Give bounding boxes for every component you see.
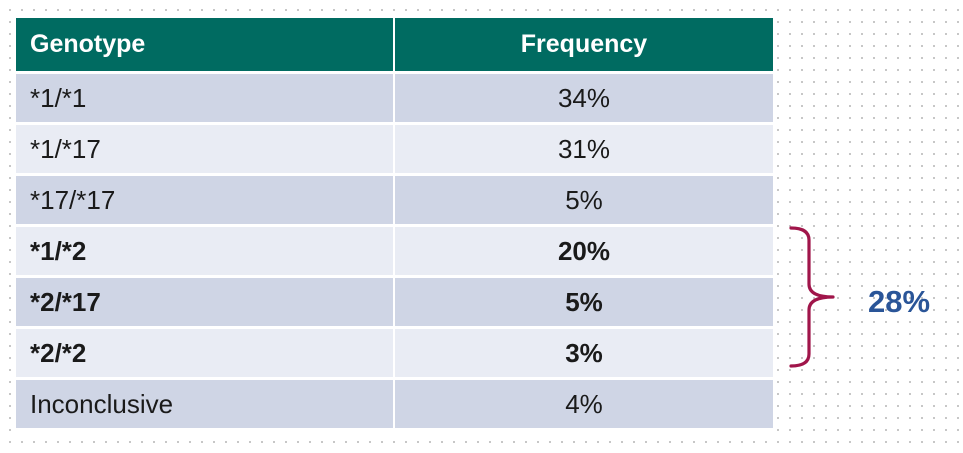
frequency-cell: 4% [394,378,773,431]
table-row: Inconclusive 4% [16,378,773,431]
table-header-row: Genotype Frequency [16,18,773,74]
genotype-cell: *1/*1 [16,72,395,125]
genotype-table-container: Genotype Frequency *1/*1 34% *1/*17 31% … [16,18,773,432]
frequency-cell: 5% [394,276,773,329]
table-row: *1/*1 34% [16,72,773,125]
right-curly-brace [789,226,835,368]
frequency-cell: 5% [394,174,773,227]
brace-path [789,226,835,368]
genotype-column-header: Genotype [16,18,395,74]
genotype-cell: Inconclusive [16,378,395,431]
frequency-cell: 34% [394,72,773,125]
table-row: *2/*17 5% [16,276,773,329]
genotype-cell: *17/*17 [16,174,395,227]
frequency-cell: 20% [394,225,773,278]
table-row: *1/*2 20% [16,225,773,278]
genotype-frequency-table: Genotype Frequency *1/*1 34% *1/*17 31% … [16,18,773,431]
table-row: *1/*17 31% [16,123,773,176]
genotype-cell: *2/*17 [16,276,395,329]
combined-frequency-label: 28% [868,284,931,319]
frequency-column-header: Frequency [394,18,773,74]
genotype-cell: *1/*2 [16,225,395,278]
frequency-cell: 31% [394,123,773,176]
genotype-cell: *2/*2 [16,327,395,380]
table-row: *17/*17 5% [16,174,773,227]
frequency-cell: 3% [394,327,773,380]
table-row: *2/*2 3% [16,327,773,380]
genotype-cell: *1/*17 [16,123,395,176]
